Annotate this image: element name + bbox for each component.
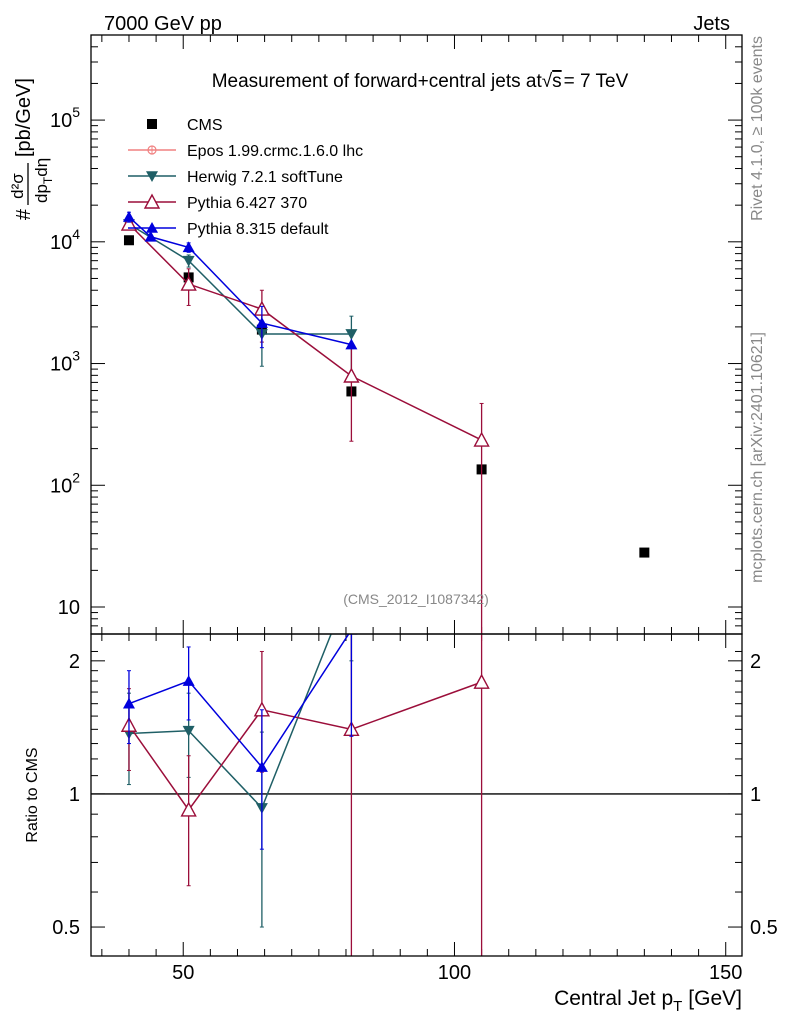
legend-label: Pythia 8.315 default xyxy=(187,221,329,238)
header-right: Jets xyxy=(693,13,730,35)
legend-marker xyxy=(143,193,161,209)
legend-label: Epos 1.99.crmc.1.6.0 lhc xyxy=(187,143,363,160)
legend-item: Herwig 7.2.1 softTune xyxy=(128,169,343,186)
y-tick-label: 104 xyxy=(50,226,80,254)
ratio-y-tick-label: 0.5 xyxy=(52,917,80,939)
legend: CMS Epos 1.99.crmc.1.6.0 lhc Herwig 7.2.1 … xyxy=(128,117,363,238)
legend-item: Epos 1.99.crmc.1.6.0 lhc xyxy=(128,143,363,160)
ratio-series-line xyxy=(128,634,332,810)
data-point xyxy=(120,215,138,231)
ratio-series-Herwig 7.2.1 softTune xyxy=(122,578,357,928)
plot-title: Measurement of forward+central jets at√s… xyxy=(212,71,629,92)
data-point xyxy=(182,255,195,267)
legend-marker xyxy=(147,145,157,155)
series-CMS xyxy=(123,235,650,558)
legend-label: Pythia 6.427 370 xyxy=(187,195,307,212)
ratio-data-point xyxy=(473,673,490,689)
side-mcplots-label: mcplots.cern.ch [arXiv:2401.10621] xyxy=(749,332,766,583)
data-point xyxy=(180,275,197,291)
ylabel-numerator: d²σ xyxy=(8,173,27,199)
x-axis-label: Central Jet pT [GeV] xyxy=(554,987,742,1015)
legend-item: CMS xyxy=(147,117,223,134)
ratio-data-layer xyxy=(120,578,490,956)
main-data-layer xyxy=(120,210,650,634)
analysis-tag: (CMS_2012_I1087342) xyxy=(343,591,489,607)
legend-label: CMS xyxy=(187,117,223,134)
ratio-axis-ticks: 0.5 0.5 1 1 2 2 50 100 150 xyxy=(52,634,778,984)
ylabel-unit: [pb/GeV] xyxy=(13,78,35,157)
y-tick-label: 103 xyxy=(50,348,80,376)
main-panel: 10 102 103 104 105 Measurement of forward+ce… xyxy=(8,34,743,635)
data-point xyxy=(343,367,360,383)
y-tick-label: 102 xyxy=(50,469,80,497)
ratio-data-point xyxy=(180,801,197,817)
legend-marker xyxy=(147,119,157,129)
y-tick-label: 105 xyxy=(50,104,80,132)
ylabel-hash: # xyxy=(13,208,35,220)
ratio-series-line xyxy=(128,634,350,769)
data-point xyxy=(123,235,134,246)
data-point xyxy=(122,210,135,222)
x-tick-label: 150 xyxy=(709,962,742,984)
series-Pythia 8.315 default xyxy=(122,210,358,350)
ratio-y-tick-label-right: 1 xyxy=(750,784,761,806)
ylabel-denominator: dpTdη xyxy=(32,158,55,203)
legend-item: Pythia 6.427 370 xyxy=(128,193,307,212)
ratio-y-tick-label: 1 xyxy=(69,784,80,806)
x-tick-label: 100 xyxy=(438,962,471,984)
main-axis-ticks: 10 102 103 104 105 xyxy=(50,34,742,635)
data-point xyxy=(473,431,490,447)
data-point xyxy=(144,230,157,242)
side-rivet-label: Rivet 4.1.0, ≥ 100k events xyxy=(749,36,766,221)
series-Pythia 6.427 370 xyxy=(120,215,490,634)
ratio-frame xyxy=(90,633,743,957)
ratio-y-tick-label: 2 xyxy=(69,651,80,673)
data-point xyxy=(345,338,358,350)
legend-marker xyxy=(146,171,158,182)
data-point xyxy=(182,241,195,253)
x-tick-label: 50 xyxy=(172,962,194,984)
ratio-data-point xyxy=(122,697,135,709)
ratio-y-axis-label: Ratio to CMS xyxy=(24,747,41,842)
ratio-y-tick-label-right: 0.5 xyxy=(750,917,778,939)
data-point xyxy=(255,317,268,328)
ratio-data-point xyxy=(182,675,195,686)
y-tick-label: 10 xyxy=(58,597,80,619)
ratio-panel: 0.5 0.5 1 1 2 2 50 100 150 Ratio to CMS Central … xyxy=(24,578,778,1015)
data-point xyxy=(345,329,358,340)
header-left: 7000 GeV pp xyxy=(104,13,222,35)
ratio-data-point xyxy=(182,725,195,737)
ratio-y-tick-label-right: 2 xyxy=(750,651,761,673)
ratio-data-point xyxy=(345,578,357,589)
legend-label: Herwig 7.2.1 softTune xyxy=(187,169,343,186)
ratio-series-Pythia 8.315 default xyxy=(122,634,358,850)
ratio-data-point xyxy=(255,761,268,772)
data-point xyxy=(639,547,650,558)
legend-marker xyxy=(146,222,158,233)
main-y-axis-label: # d²σ dpTdη [pb/GeV] xyxy=(8,78,55,220)
ratio-data-point xyxy=(345,634,358,635)
legend-item: Pythia 8.315 default xyxy=(128,221,329,238)
